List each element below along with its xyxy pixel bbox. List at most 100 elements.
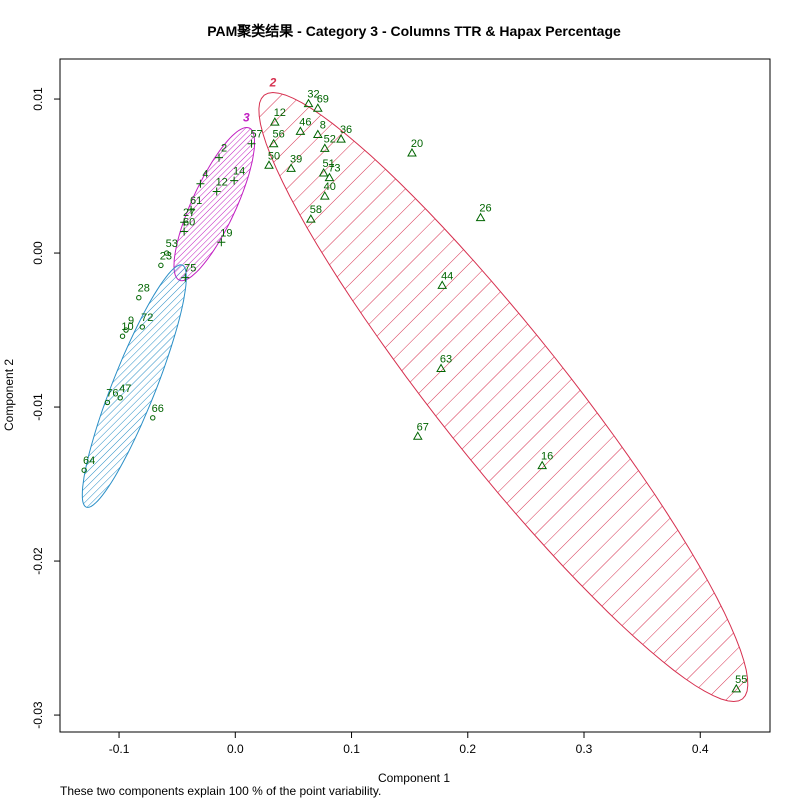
point-label: 57 [250, 129, 262, 141]
point [81, 467, 87, 473]
chart-title: PAM聚类结果 - Category 3 - Columns TTR & Hap… [207, 23, 621, 39]
point-label: 16 [541, 451, 553, 463]
point-label: 8 [320, 119, 326, 131]
x-tick-label: 0.4 [692, 742, 709, 756]
point-label: 51 [323, 158, 335, 170]
point-label: 19 [220, 227, 232, 239]
y-tick-label: -0.01 [31, 393, 45, 421]
point [731, 683, 742, 693]
point [269, 117, 280, 126]
point-label: 52 [324, 133, 336, 145]
point-label: 73 [328, 163, 340, 175]
point [268, 138, 279, 148]
cluster-ellipse [81, 264, 187, 508]
point [139, 324, 145, 330]
point-label: 55 [735, 674, 747, 686]
point-label: 2 [221, 143, 227, 155]
point-label: 75 [184, 263, 196, 275]
point-label: 39 [290, 153, 302, 165]
point-label: 32 [307, 89, 319, 101]
point-label: 28 [138, 283, 150, 295]
point-label: 46 [299, 116, 311, 128]
x-tick-label: -0.1 [109, 742, 130, 756]
point [104, 399, 111, 406]
point [123, 327, 129, 333]
point-label: 20 [411, 138, 423, 150]
point-label: 44 [441, 270, 453, 282]
point [158, 262, 164, 269]
x-tick-label: 0.3 [576, 742, 593, 756]
point-label: 53 [166, 238, 178, 250]
point-label: 67 [417, 421, 429, 433]
point [181, 273, 190, 282]
point [436, 363, 446, 373]
point [150, 415, 156, 421]
point-label: 64 [83, 455, 95, 467]
point [180, 218, 189, 227]
point [537, 460, 548, 470]
point-label: 14 [233, 166, 245, 178]
point-label: 66 [152, 403, 164, 415]
point [437, 280, 448, 289]
point [230, 176, 239, 185]
point-label: 40 [324, 181, 336, 193]
cluster-ellipse [173, 126, 255, 282]
point [217, 238, 226, 247]
y-tick-label: -0.02 [31, 547, 45, 575]
x-tick-label: 0.0 [227, 742, 244, 756]
point [319, 191, 330, 200]
cluster-label: 2 [269, 76, 277, 90]
point [215, 153, 224, 162]
point [475, 212, 486, 222]
point-label: 69 [317, 93, 329, 105]
point-label: 60 [183, 216, 195, 228]
point [119, 333, 126, 339]
point [247, 139, 256, 148]
point [318, 167, 329, 177]
y-axis-label: Component 2 [2, 359, 16, 431]
point [212, 187, 221, 196]
point-label: 63 [440, 354, 452, 366]
x-tick-label: 0.1 [343, 742, 360, 756]
point-label: 9 [128, 315, 134, 327]
y-tick-label: 0.00 [31, 241, 45, 265]
point-label: 50 [268, 150, 280, 162]
point-label: 12 [216, 176, 228, 188]
point-label: 23 [160, 250, 172, 262]
point [312, 103, 323, 112]
x-tick-label: 0.2 [459, 742, 476, 756]
point [305, 214, 316, 223]
cluster-ellipse [258, 91, 749, 703]
point [264, 160, 274, 169]
point [336, 134, 346, 143]
point [295, 126, 306, 135]
cluster-label: 3 [243, 110, 250, 124]
point-label: 76 [106, 387, 118, 399]
point-label: 4 [202, 169, 208, 181]
point [303, 98, 314, 108]
point-label: 27 [183, 207, 195, 219]
point-label: 58 [310, 204, 322, 216]
y-tick-label: 0.01 [31, 87, 45, 111]
footnote: These two components explain 100 % of th… [60, 784, 381, 798]
x-axis-label: Component 1 [378, 771, 450, 785]
point [412, 431, 423, 440]
point [286, 163, 296, 172]
point-label: 36 [340, 124, 352, 136]
point-label: 61 [190, 195, 202, 207]
point [319, 143, 330, 152]
point-label: 47 [119, 383, 131, 395]
point-label: 26 [479, 203, 491, 215]
point [117, 395, 123, 401]
point-label: 10 [121, 321, 133, 333]
point [164, 250, 170, 256]
point-label: 56 [273, 129, 285, 141]
point [312, 129, 323, 138]
point [407, 147, 417, 157]
point [187, 205, 196, 214]
plot-frame [59, 58, 771, 733]
point [196, 179, 205, 188]
point-label: 72 [141, 312, 153, 324]
